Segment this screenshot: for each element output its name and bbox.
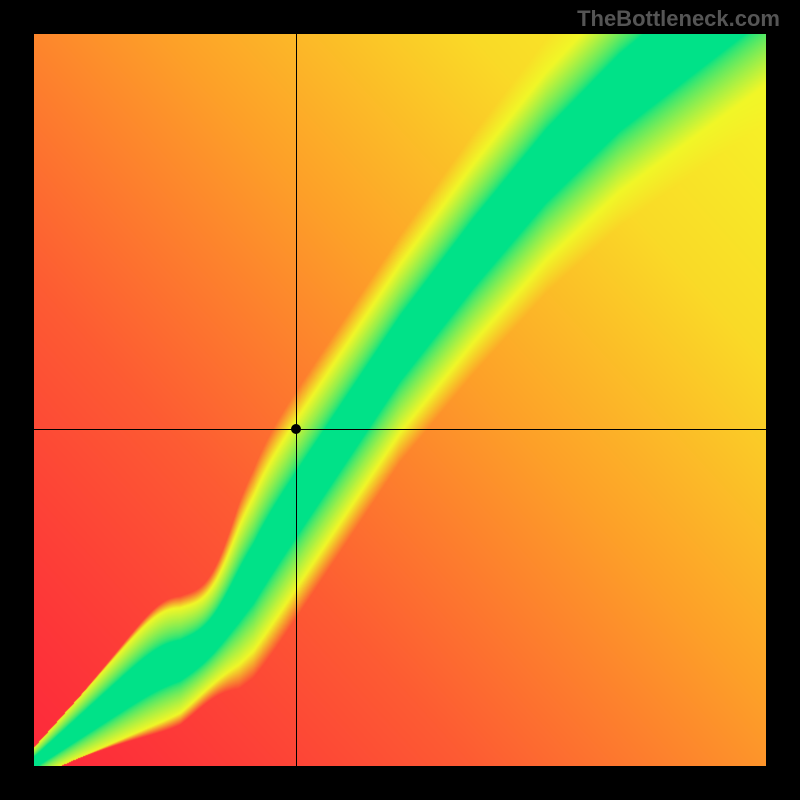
heatmap-plot [34, 34, 766, 766]
crosshair-vertical [296, 34, 297, 766]
heatmap-canvas [34, 34, 766, 766]
marker-dot [291, 424, 301, 434]
crosshair-horizontal [34, 429, 766, 430]
watermark-text: TheBottleneck.com [577, 6, 780, 32]
